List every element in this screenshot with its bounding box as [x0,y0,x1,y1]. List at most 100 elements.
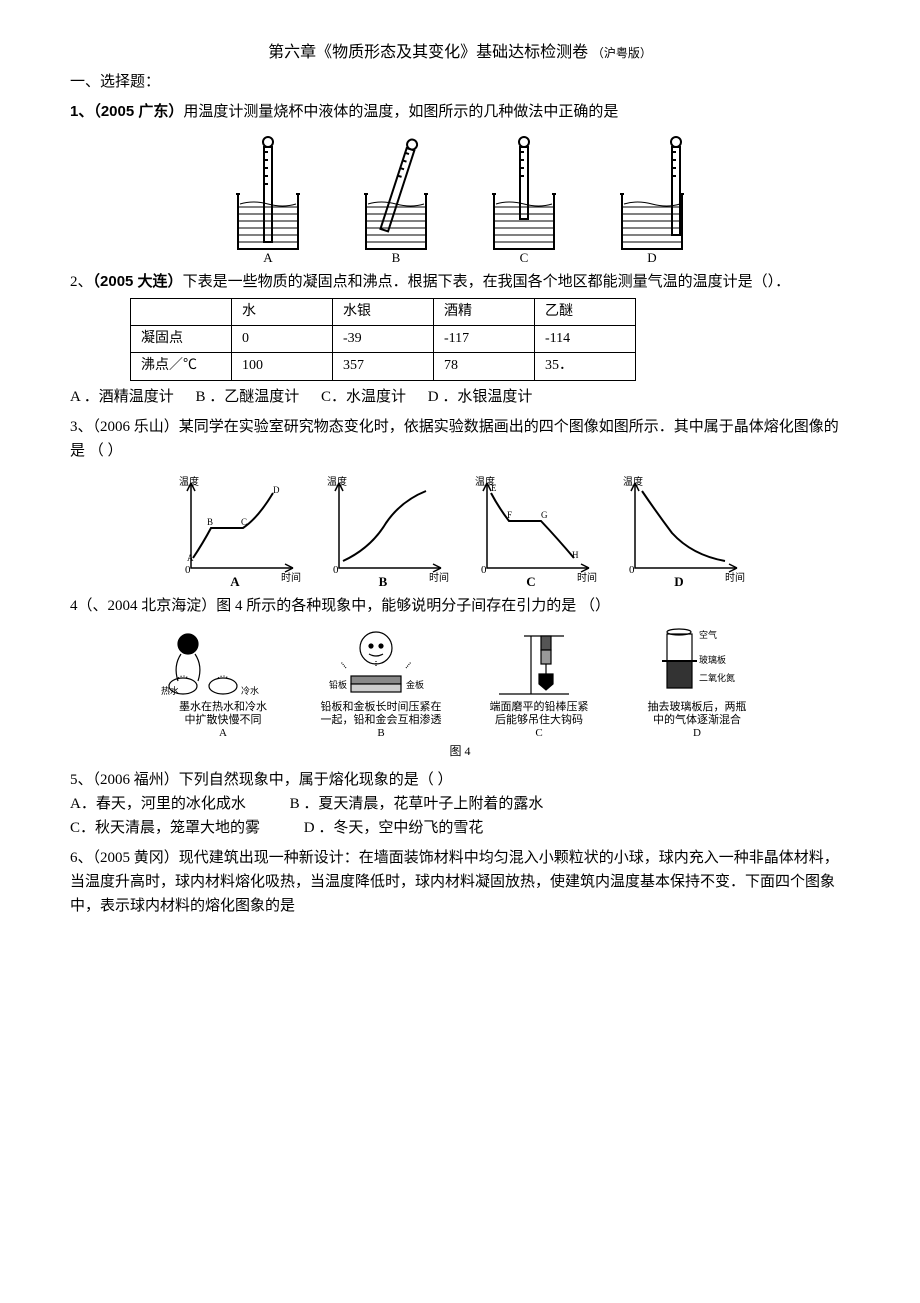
svg-text:热水: 热水 [161,685,179,696]
svg-text:冷水: 冷水 [241,685,259,696]
question-6: 6、（2005 黄冈）现代建筑出现一种新设计：在墙面装饰材料中均匀混入小颗粒状的… [70,846,850,918]
q4-fig-B: 铅板金板 铅板和金板长时间压紧在 一起，铅和金会互相渗透 B [311,626,451,741]
q5-num: 5、 [70,772,93,788]
q2-opt-D: D ．水银温度计 [428,385,533,409]
svg-text:时间: 时间 [577,571,597,584]
svg-text:0: 0 [333,564,339,576]
q3-src: （2006 乐山） [93,419,179,435]
q3-graph-D: 温度 时间 0 D [617,473,747,588]
q4-fig-caption: 图 4 [70,742,850,761]
td: 沸点／℃ [131,353,232,380]
td: 凝固点 [131,325,232,352]
q6-num: 6、 [70,850,93,866]
q5-opts-line2: C．秋天清晨，笼罩大地的雾 D ．冬天，空中纷飞的雪花 [70,816,850,840]
svg-text:温度: 温度 [623,475,643,488]
td: 35． [535,353,636,380]
svg-text:时间: 时间 [429,571,449,584]
q5-src: （2006 福州） [93,772,179,788]
table-row: 沸点／℃ 100 357 78 35． [131,353,636,380]
svg-text:0: 0 [629,564,635,576]
q1-fig-A: A [218,134,318,264]
svg-text:金板: 金板 [406,679,424,690]
page-title: 第六章《物质形态及其变化》基础达标检测卷 （沪粤版） [70,40,850,66]
section-heading: 一、选择题： [70,70,850,94]
q6-src: （2005 黄冈） [93,850,179,866]
q2-src: （2005 大连） [93,273,183,290]
q2-opt-A: A ．酒精温度计 [70,385,174,409]
svg-text:时间: 时间 [725,571,745,584]
th: 水 [232,298,333,325]
q4-fig-D: 空气 玻璃板 二氧化氮 抽去玻璃板后，两瓶 中的气体逐渐混合 D [627,626,767,741]
q5-opt-C: C．秋天清晨，笼罩大地的雾 [70,816,260,840]
svg-text:B: B [379,574,388,588]
q3-graph-A: 温度 时间 A B C D 0 A [173,473,303,588]
q5-opt-D: D ．冬天，空中纷飞的雪花 [304,816,484,840]
svg-text:A: A [187,553,194,563]
svg-text:铅板: 铅板 [329,679,347,690]
q4-num: 4（、 [70,598,108,614]
td: -39 [333,325,434,352]
td: -114 [535,325,636,352]
svg-text:0: 0 [185,564,191,576]
svg-text:D: D [273,485,280,495]
td: 357 [333,353,434,380]
question-5: 5、（2006 福州）下列自然现象中，属于熔化现象的是（ ） [70,768,850,792]
q5-opt-A: A．春天，河里的冰化成水 [70,792,246,816]
q1-src: （2005 广东） [93,103,183,120]
th [131,298,232,325]
q4-text: 图 4 所示的各种现象中，能够说明分子间存在引力的是 （） [216,598,610,614]
q4-fig-A: 热水冷水 墨水在热水和冷水 中扩散快慢不同 A [153,626,293,741]
td: -117 [434,325,535,352]
q1-label-B: B [392,250,401,264]
q6-text: 现代建筑出现一种新设计：在墙面装饰材料中均匀混入小颗粒状的小球，球内充入一种非晶… [70,850,839,914]
th: 水银 [333,298,434,325]
question-2: 2、（2005 大连）下表是一些物质的凝固点和沸点．根据下表，在我国各个地区都能… [70,270,850,294]
svg-text:G: G [541,510,548,520]
q1-fig-B: B [346,134,446,264]
th: 乙醚 [535,298,636,325]
q3-num: 3、 [70,419,93,435]
svg-text:A: A [230,574,240,588]
svg-text:温度: 温度 [327,475,347,488]
svg-text:E: E [491,483,497,493]
q2-text: 下表是一些物质的凝固点和沸点．根据下表，在我国各个地区都能测量气温的温度计是（）… [183,274,791,290]
svg-text:空气: 空气 [699,629,717,640]
q3-graph-C: 温度 时间 E F G H 0 C [469,473,599,588]
q1-figure-row: A B C [70,134,850,264]
q1-label-A: A [263,250,273,264]
q2-opt-C: C．水温度计 [321,385,406,409]
svg-text:D: D [674,574,683,588]
svg-text:C: C [526,574,535,588]
q5-opts-line1: A．春天，河里的冰化成水 B ．夏天清晨，花草叶子上附着的露水 [70,792,850,816]
th: 酒精 [434,298,535,325]
q4-fig-C: 端面磨平的铅棒压紧 后能够吊住大钩码 C [469,626,609,741]
q1-fig-C: C [474,134,574,264]
title-main: 第六章《物质形态及其变化》基础达标检测卷 [268,44,588,61]
q2-opt-B: B ．乙醚温度计 [196,385,300,409]
svg-text:时间: 时间 [281,571,301,584]
question-3: 3、（2006 乐山）某同学在实验室研究物态变化时，依据实验数据画出的四个图像如… [70,415,850,463]
q3-text: 某同学在实验室研究物态变化时，依据实验数据画出的四个图像如图所示．其中属于晶体熔… [70,419,839,459]
q5-text: 下列自然现象中，属于熔化现象的是（ ） [179,772,453,788]
td: 78 [434,353,535,380]
svg-text:H: H [572,550,579,560]
svg-text:C: C [241,517,247,527]
table-row: 凝固点 0 -39 -117 -114 [131,325,636,352]
svg-text:二氧化氮: 二氧化氮 [699,672,735,683]
q5-opt-B: B ．夏天清晨，花草叶子上附着的露水 [290,792,544,816]
td: 0 [232,325,333,352]
q2-num: 2、 [70,274,93,290]
q2-table: 水 水银 酒精 乙醚 凝固点 0 -39 -117 -114 沸点／℃ 100 … [130,298,636,381]
table-row: 水 水银 酒精 乙醚 [131,298,636,325]
svg-text:温度: 温度 [179,475,199,488]
q4-figure-row: 热水冷水 墨水在热水和冷水 中扩散快慢不同 A 铅板金板 铅板和金板长时间压紧在… [70,626,850,741]
q1-label-C: C [520,250,529,264]
svg-text:B: B [207,517,213,527]
q1-text: 用温度计测量烧杯中液体的温度，如图所示的几种做法中正确的是 [183,104,618,120]
td: 100 [232,353,333,380]
title-sub: （沪粤版） [592,46,652,60]
q3-graph-row: 温度 时间 A B C D 0 A 温度 时间 0 B 温度 时间 E F G … [70,473,850,588]
svg-text:F: F [507,510,512,520]
question-4: 4（、2004 北京海淀）图 4 所示的各种现象中，能够说明分子间存在引力的是 … [70,594,850,618]
q1-label-D: D [647,250,656,264]
